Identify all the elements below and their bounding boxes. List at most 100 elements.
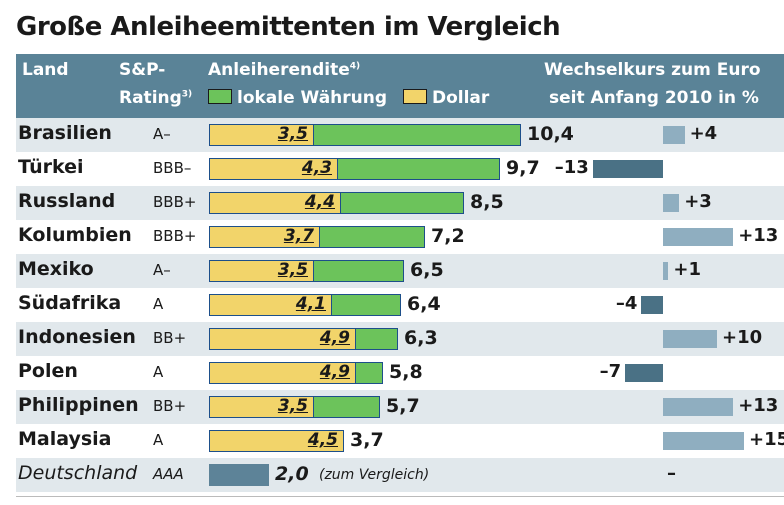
sp-rating: BBB+ [153, 193, 197, 211]
fx-change-bar [663, 262, 669, 280]
sp-rating: A– [153, 125, 171, 143]
sp-rating: AAA [153, 465, 184, 483]
dollar-yield-label: 4,3 [301, 158, 332, 178]
country-name: Indonesien [18, 326, 136, 348]
fx-change-label: +4 [689, 123, 718, 144]
fx-change-label: +13 [738, 225, 779, 246]
local-yield-label: 7,2 [431, 225, 465, 247]
fx-change-bar [663, 398, 734, 416]
table-row: Mexiko A– 3,5 6,5 +1 [16, 254, 784, 288]
header-yield: Anleiherendite4) [208, 60, 361, 80]
country-name: Russland [18, 190, 116, 212]
bar-dollar [209, 328, 356, 350]
table-row: Kolumbien BBB+ 3,7 7,2 +13 [16, 220, 784, 254]
local-yield-label: 10,4 [527, 123, 574, 145]
local-yield-label: 6,3 [404, 327, 438, 349]
chart-title: Große Anleiheemittenten im Vergleich [16, 12, 561, 42]
fx-change-bar [625, 364, 663, 382]
local-yield-label: 8,5 [470, 191, 504, 213]
fx-change-label: +1 [673, 259, 701, 280]
sp-rating: BBB– [153, 159, 192, 177]
dollar-yield-label: 4,1 [295, 294, 326, 314]
fx-change-bar [663, 330, 717, 348]
fx-change-label: –13 [554, 157, 589, 178]
dollar-yield-label: 4,4 [304, 192, 335, 212]
sp-rating: BB+ [153, 329, 187, 347]
fx-change-label: +15 [749, 429, 784, 450]
bar-dollar [209, 396, 314, 418]
dollar-yield-label: 3,7 [283, 226, 314, 246]
header-fx-line1: Wechselkurs zum Euro [544, 60, 761, 80]
comparison-yield-label: 2,0 [275, 463, 309, 485]
table-row: Philippinen BB+ 3,5 5,7 +13 [16, 390, 784, 424]
country-name: Deutschland [18, 462, 138, 484]
table-row: Türkei BBB– 4,3 9,7 –13 [16, 152, 784, 186]
local-yield-label: 5,7 [386, 395, 420, 417]
country-name: Kolumbien [18, 224, 132, 246]
dollar-yield-label: 3,5 [277, 260, 308, 280]
dollar-yield-label: 4,9 [319, 362, 350, 382]
bar-dollar [209, 192, 341, 214]
country-name: Mexiko [18, 258, 94, 280]
fx-change-bar [592, 160, 663, 178]
table-row: Polen A 4,9 5,8 –7 [16, 356, 784, 390]
fx-change-bar [663, 228, 734, 246]
table-row: Indonesien BB+ 4,9 6,3 +10 [16, 322, 784, 356]
sp-rating: BBB+ [153, 227, 197, 245]
bar-dollar [209, 362, 356, 384]
fx-change-label: +3 [684, 191, 712, 212]
country-name: Türkei [18, 156, 84, 178]
fx-change-bar [663, 432, 744, 450]
table-row: Brasilien A– 3,5 10,4 +4 [16, 118, 784, 152]
fx-change-label: +13 [738, 395, 779, 416]
legend-label-local: lokale Währung [237, 88, 388, 108]
legend-swatch-local [208, 89, 232, 104]
bar-dollar [209, 124, 314, 146]
bar-dollar [209, 226, 320, 248]
legend-label-dollar: Dollar [431, 88, 490, 108]
sp-rating: A– [153, 261, 171, 279]
sp-rating: A [153, 431, 164, 449]
country-name: Philippinen [18, 394, 139, 416]
header-rating-line2: Rating3) [119, 88, 193, 108]
dollar-yield-label: 4,5 [307, 430, 338, 450]
header-land: Land [22, 60, 69, 80]
local-yield-label: 5,8 [389, 361, 423, 383]
dollar-yield-label: 3,5 [277, 124, 308, 144]
legend-swatch-dollar [402, 89, 427, 104]
fx-change-bar [641, 296, 663, 314]
local-yield-label: 6,5 [410, 259, 444, 281]
comparison-note: (zum Vergleich) [319, 467, 430, 483]
fx-change-bar [663, 194, 680, 212]
comparison-row: Deutschland AAA 2,0 (zum Vergleich) – [16, 458, 784, 492]
country-name: Südafrika [18, 292, 122, 314]
header-rating-line1: S&P- [119, 60, 166, 80]
fx-change-label: – [667, 463, 676, 484]
bar-dollar [209, 260, 314, 282]
sp-rating: A [153, 363, 164, 381]
fx-change-label: –7 [599, 361, 622, 382]
table-row: Südafrika A 4,1 6,4 –4 [16, 288, 784, 322]
bar-dollar [209, 158, 338, 180]
fx-change-bar [663, 126, 685, 144]
legend: lokale Währung Dollar [202, 88, 489, 108]
bar-dollar [209, 430, 344, 452]
dollar-yield-label: 3,5 [277, 396, 308, 416]
sp-rating: A [153, 295, 164, 313]
bar-dollar [209, 294, 332, 316]
table-header: Land S&P- Rating3) Anleiherendite4) loka… [16, 54, 784, 118]
fx-change-label: –4 [615, 293, 638, 314]
table-row: Russland BBB+ 4,4 8,5 +3 [16, 186, 784, 220]
local-yield-label: 3,7 [350, 429, 384, 451]
country-name: Polen [18, 360, 78, 382]
fx-change-label: +10 [722, 327, 763, 348]
local-yield-label: 6,4 [407, 293, 441, 315]
local-yield-label: 9,7 [506, 157, 540, 179]
country-name: Brasilien [18, 122, 112, 144]
bottom-rule [16, 496, 784, 497]
sp-rating: BB+ [153, 397, 187, 415]
table-row: Malaysia A 4,5 3,7 +15 [16, 424, 784, 458]
country-name: Malaysia [18, 428, 112, 450]
bar-comparison [209, 464, 269, 486]
header-fx-line2: seit Anfang 2010 in % [549, 88, 759, 108]
